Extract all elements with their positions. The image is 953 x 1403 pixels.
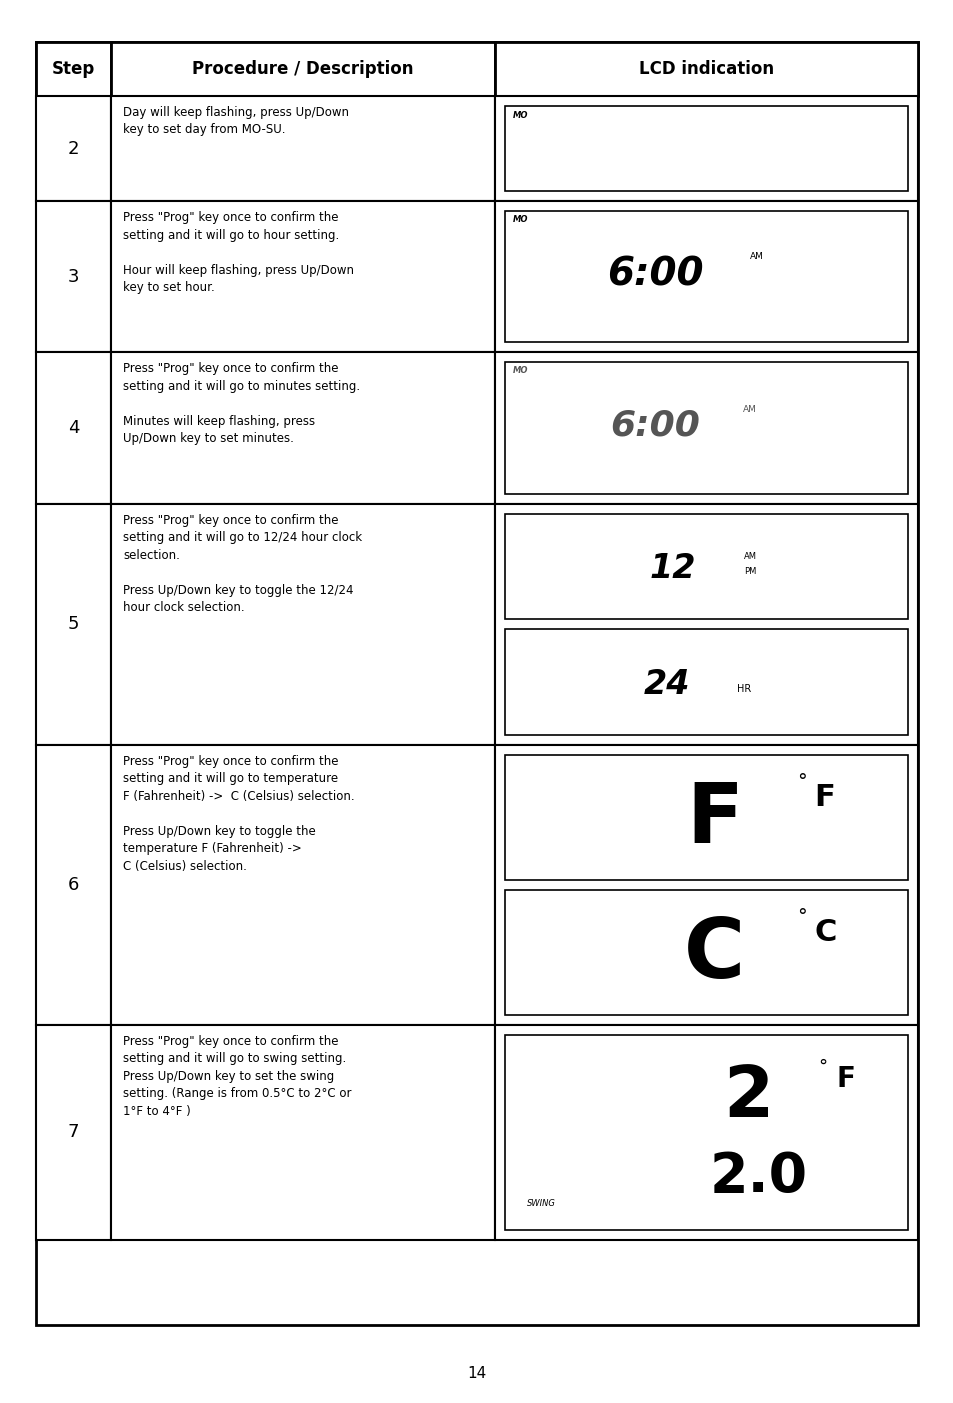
Bar	[494, 504, 917, 745]
Bar	[36, 745, 112, 1024]
Text: PM: PM	[743, 567, 756, 577]
Bar	[504, 362, 907, 494]
Bar	[112, 1024, 494, 1240]
Text: HR: HR	[737, 685, 751, 694]
Bar	[36, 352, 112, 504]
Bar	[112, 352, 494, 504]
Text: °: °	[818, 1058, 827, 1076]
Text: 3: 3	[68, 268, 79, 286]
Bar	[494, 352, 917, 504]
Bar	[504, 107, 907, 191]
Text: MO: MO	[512, 215, 528, 224]
Bar	[494, 42, 917, 95]
Text: Press "Prog" key once to confirm the
setting and it will go to hour setting.

Ho: Press "Prog" key once to confirm the set…	[123, 210, 354, 295]
Text: Press "Prog" key once to confirm the
setting and it will go to swing setting.
Pr: Press "Prog" key once to confirm the set…	[123, 1034, 352, 1118]
Bar	[112, 504, 494, 745]
Bar	[504, 1034, 907, 1230]
Text: 6:00: 6:00	[610, 408, 700, 442]
Text: 5: 5	[68, 616, 79, 633]
Bar	[36, 504, 112, 745]
Bar	[504, 890, 907, 1014]
Text: MO: MO	[512, 111, 528, 121]
Bar	[504, 630, 907, 735]
Bar	[112, 42, 494, 95]
Text: MO: MO	[512, 366, 528, 376]
Text: F: F	[685, 779, 742, 860]
Bar	[112, 745, 494, 1024]
Bar	[494, 1024, 917, 1240]
Text: °: °	[796, 908, 805, 926]
Bar	[36, 201, 112, 352]
Text: 2: 2	[68, 139, 79, 157]
Bar	[36, 1024, 112, 1240]
Text: 14: 14	[467, 1367, 486, 1381]
Text: C: C	[814, 918, 836, 947]
Text: F: F	[836, 1065, 855, 1093]
Bar	[36, 95, 112, 201]
Text: AM: AM	[750, 251, 763, 261]
Text: 2: 2	[722, 1062, 773, 1132]
Bar	[504, 513, 907, 619]
Text: 4: 4	[68, 419, 79, 438]
Bar	[494, 745, 917, 1024]
Bar	[112, 95, 494, 201]
Text: 2.0: 2.0	[709, 1150, 807, 1204]
Text: 7: 7	[68, 1124, 79, 1141]
Bar	[494, 201, 917, 352]
Text: 12: 12	[648, 553, 695, 585]
Bar	[36, 42, 112, 95]
Text: AM: AM	[743, 553, 757, 561]
Text: Press "Prog" key once to confirm the
setting and it will go to minutes setting.
: Press "Prog" key once to confirm the set…	[123, 362, 360, 446]
Text: Day will keep flashing, press Up/Down
key to set day from MO-SU.: Day will keep flashing, press Up/Down ke…	[123, 107, 349, 136]
Text: SWING: SWING	[526, 1200, 555, 1208]
Text: 24: 24	[643, 668, 690, 700]
Text: LCD indication: LCD indication	[638, 60, 773, 79]
Text: °: °	[796, 772, 805, 791]
Text: Procedure / Description: Procedure / Description	[192, 60, 414, 79]
Text: F: F	[814, 783, 835, 812]
Bar	[504, 210, 907, 342]
Text: 6:00: 6:00	[606, 255, 703, 293]
Text: Press "Prog" key once to confirm the
setting and it will go to 12/24 hour clock
: Press "Prog" key once to confirm the set…	[123, 513, 362, 615]
Text: AM: AM	[742, 405, 757, 414]
Text: Step: Step	[52, 60, 95, 79]
Bar	[494, 95, 917, 201]
Bar	[504, 755, 907, 880]
Text: 6: 6	[68, 875, 79, 894]
Text: C: C	[683, 915, 744, 995]
Text: Press "Prog" key once to confirm the
setting and it will go to temperature
F (Fa: Press "Prog" key once to confirm the set…	[123, 755, 355, 873]
Bar	[112, 201, 494, 352]
